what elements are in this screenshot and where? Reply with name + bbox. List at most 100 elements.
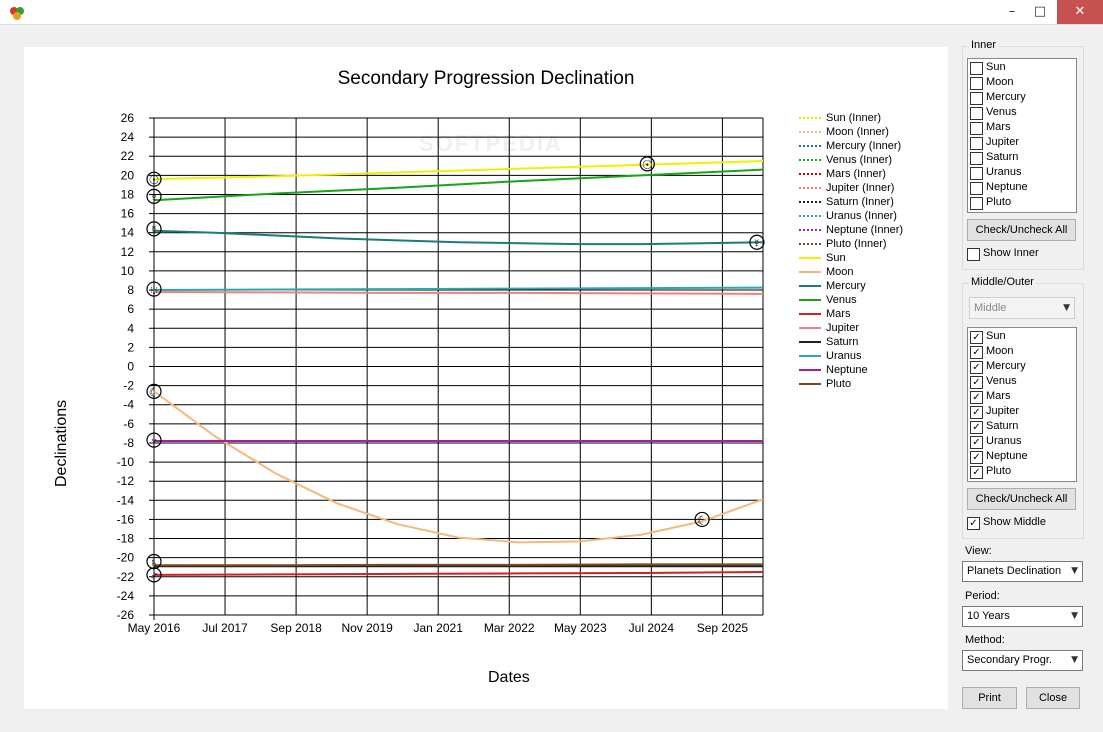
checkbox-label: Mars: [986, 121, 1011, 133]
checkbox-label: Sun: [986, 330, 1006, 342]
legend-label: Neptune (Inner): [826, 224, 904, 236]
y-tick-label: -14: [117, 493, 135, 507]
checkbox[interactable]: ✓: [970, 406, 983, 419]
legend-swatch: [799, 257, 821, 259]
planet-checkbox-item[interactable]: ✓ Jupiter: [968, 404, 1076, 419]
checkbox[interactable]: [970, 122, 983, 135]
planet-checkbox-item[interactable]: Jupiter: [968, 135, 1076, 150]
planet-checkbox-item[interactable]: ✓ Sun: [968, 329, 1076, 344]
planet-checkbox-item[interactable]: ✓ Pluto: [968, 464, 1076, 479]
x-tick-label: Mar 2022: [484, 621, 535, 635]
x-axis-label: Dates: [488, 669, 530, 686]
checkbox[interactable]: ✓: [970, 436, 983, 449]
planet-checkbox-item[interactable]: Saturn: [968, 150, 1076, 165]
legend-swatch: [799, 369, 821, 371]
planet-checkbox-item[interactable]: Sun: [968, 60, 1076, 75]
neptune-marker: ♆: [150, 434, 159, 448]
x-tick-label: Nov 2019: [341, 621, 393, 635]
method-select[interactable]: Secondary Progr. ▼: [962, 650, 1083, 671]
chevron-down-icon: ▼: [1071, 566, 1078, 576]
show-middle-checkbox[interactable]: ✓: [967, 517, 980, 530]
legend-swatch: [799, 201, 821, 203]
inner-planet-list[interactable]: Sun Moon Mercury Venus Mars Jupiter Saturn Uran…: [967, 58, 1077, 213]
planet-checkbox-item[interactable]: ✓ Uranus: [968, 434, 1076, 449]
maximize-button[interactable]: □: [1025, 0, 1055, 24]
legend-item: Sun: [799, 251, 903, 265]
checkbox[interactable]: [970, 152, 983, 165]
checkbox[interactable]: [970, 182, 983, 195]
legend-label: Saturn (Inner): [826, 196, 894, 208]
checkbox[interactable]: [970, 62, 983, 75]
legend-label: Venus: [826, 294, 857, 306]
close-button[interactable]: Close: [1026, 687, 1080, 709]
checkbox[interactable]: ✓: [970, 466, 983, 479]
series-line-uranus: [153, 286, 764, 292]
planet-checkbox-item[interactable]: Mercury: [968, 90, 1076, 105]
mars-marker-ring: [146, 567, 162, 583]
planet-checkbox-item[interactable]: Uranus: [968, 165, 1076, 180]
planet-checkbox-item[interactable]: ✓ Neptune: [968, 449, 1076, 464]
y-tick-label: 22: [121, 149, 135, 163]
checkbox[interactable]: ✓: [970, 421, 983, 434]
checkbox[interactable]: ✓: [970, 361, 983, 374]
checkbox[interactable]: [970, 107, 983, 120]
x-tick-label: Jan 2021: [414, 621, 464, 635]
planet-checkbox-item[interactable]: ✓ Moon: [968, 344, 1076, 359]
planet-checkbox-item[interactable]: Mars: [968, 120, 1076, 135]
checkbox-label: Saturn: [986, 420, 1019, 432]
close-icon: ✕: [1074, 4, 1086, 19]
close-window-button[interactable]: ✕: [1057, 0, 1103, 24]
middle-planet-list[interactable]: ✓ Sun ✓ Moon ✓ Mercury ✓ Venus ✓ Mars ✓ Jupiter ✓ Sat…: [967, 327, 1077, 482]
planet-checkbox-item[interactable]: Neptune: [968, 180, 1076, 195]
y-tick-label: -20: [117, 551, 135, 565]
saturn-marker: ♄: [150, 555, 159, 569]
legend-item: Mercury (Inner): [799, 139, 903, 153]
checkbox[interactable]: ✓: [970, 346, 983, 359]
series-line-venus: [153, 168, 764, 202]
planet-checkbox-item[interactable]: ✓ Mars: [968, 389, 1076, 404]
checkbox[interactable]: ✓: [970, 451, 983, 464]
checkbox[interactable]: [970, 167, 983, 180]
view-select[interactable]: Planets Declination ▼: [962, 561, 1083, 582]
show-inner-toggle[interactable]: Show Inner: [965, 246, 1093, 261]
chart-area: Secondary Progression Declination SOFTPE…: [24, 47, 948, 709]
series-line-mercury: [153, 229, 764, 246]
checkbox[interactable]: [970, 92, 983, 105]
period-select[interactable]: 10 Years ▼: [962, 606, 1083, 627]
show-middle-toggle[interactable]: ✓ Show Middle: [965, 515, 1093, 530]
checkbox[interactable]: [970, 137, 983, 150]
moon-marker-ring: [146, 383, 162, 399]
print-button[interactable]: Print: [962, 687, 1017, 709]
mercury-marker-2-ring: [749, 234, 765, 250]
show-inner-label: Show Inner: [983, 247, 1039, 259]
legend-label: Sun (Inner): [826, 112, 882, 124]
uranus-marker: ♅: [150, 283, 159, 297]
minimize-button[interactable]: –: [997, 0, 1027, 24]
planet-checkbox-item[interactable]: Pluto: [968, 195, 1076, 210]
legend-item: Jupiter (Inner): [799, 181, 903, 195]
planet-checkbox-item[interactable]: ✓ Mercury: [968, 359, 1076, 374]
x-tick-label: May 2016: [128, 621, 181, 635]
legend-swatch: [799, 285, 821, 287]
legend-label: Saturn: [826, 336, 859, 348]
middle-check-all-button[interactable]: Check/Uncheck All: [967, 488, 1076, 510]
legend: Sun (Inner) Moon (Inner) Mercury (Inner) Ve…: [799, 111, 903, 391]
checkbox[interactable]: ✓: [970, 376, 983, 389]
legend-label: Jupiter: [826, 322, 860, 334]
inner-check-all-button[interactable]: Check/Uncheck All: [967, 219, 1076, 241]
planet-checkbox-item[interactable]: Venus: [968, 105, 1076, 120]
planet-checkbox-item[interactable]: Moon: [968, 75, 1076, 90]
planet-checkbox-item[interactable]: ✓ Venus: [968, 374, 1076, 389]
middle-select[interactable]: Middle ▼: [969, 297, 1075, 319]
checkbox[interactable]: ✓: [970, 331, 983, 344]
checkbox[interactable]: [970, 197, 983, 210]
planet-checkbox-item[interactable]: ✓ Saturn: [968, 419, 1076, 434]
checkbox-label: Venus: [986, 375, 1017, 387]
show-inner-checkbox[interactable]: [967, 248, 980, 261]
checkbox[interactable]: [970, 77, 983, 90]
checkbox[interactable]: ✓: [970, 391, 983, 404]
legend-label: Pluto (Inner): [826, 238, 887, 250]
checkbox-label: Jupiter: [986, 405, 1020, 417]
moon-marker-2-ring: [694, 511, 710, 528]
legend-swatch: [799, 341, 821, 343]
